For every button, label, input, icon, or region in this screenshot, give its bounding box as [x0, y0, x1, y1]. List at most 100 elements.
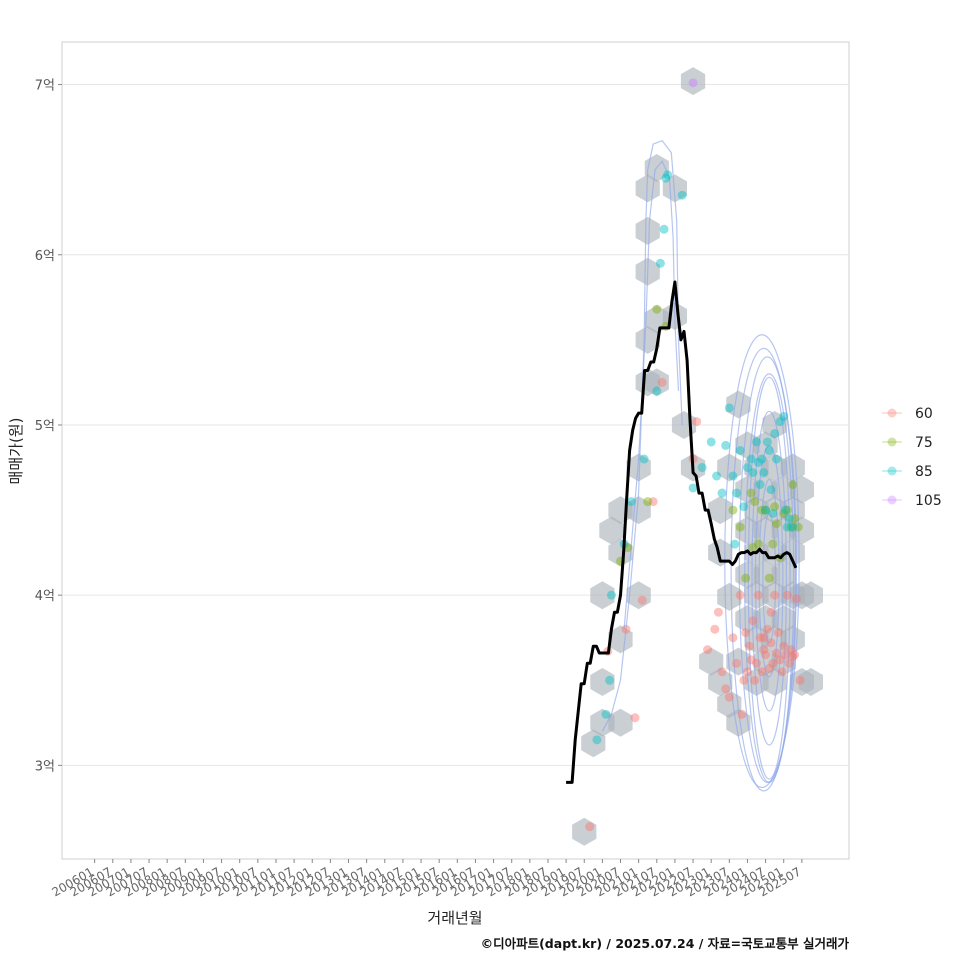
data-point-85 [659, 224, 669, 234]
data-point-60 [761, 650, 771, 660]
data-point-75 [753, 539, 763, 549]
hexbin-cell [699, 647, 724, 676]
hexbin-cell [626, 496, 651, 525]
hexbin-cell [644, 368, 669, 397]
data-point-75 [728, 505, 738, 515]
legend-swatch-75 [887, 437, 897, 447]
data-point-85 [782, 522, 792, 532]
data-point-60 [742, 667, 752, 677]
legend-swatch-105 [887, 495, 897, 505]
data-point-60 [757, 667, 767, 677]
data-point-85 [755, 480, 765, 490]
data-point-60 [755, 633, 765, 643]
hexbin-cell [635, 216, 660, 245]
y-axis-ticks: 3억 4억 5억 6억 7억 [35, 79, 62, 774]
hexbin-cell [608, 708, 633, 737]
data-point-75 [757, 505, 767, 515]
data-point-60 [784, 658, 794, 668]
density-contours [601, 139, 800, 792]
data-point-85 [784, 514, 794, 524]
density-contour [762, 512, 777, 644]
data-point-85 [626, 497, 636, 507]
data-point-60 [713, 607, 723, 617]
data-point-60 [737, 709, 747, 719]
hexbin-cell [626, 453, 651, 482]
hexbin-cell [789, 475, 814, 504]
y-tick-label: 7억 [35, 79, 55, 94]
data-point-60 [788, 651, 798, 661]
data-point-60 [728, 633, 738, 643]
data-point-85 [730, 539, 740, 549]
data-point-85 [712, 471, 722, 481]
data-point-85 [706, 437, 716, 447]
data-point-60 [773, 628, 783, 638]
data-point-60 [791, 594, 801, 604]
data-point-85 [753, 457, 763, 467]
data-point-85 [759, 468, 769, 478]
legend-label-75: 75 [915, 435, 933, 451]
data-point-75 [790, 514, 800, 524]
grid-lines [62, 84, 849, 766]
y-tick-label: 4억 [35, 589, 55, 604]
data-point-60 [753, 590, 763, 600]
legend-item-85: 85 [882, 464, 933, 480]
data-point-85 [663, 170, 673, 180]
hexbin-cell [590, 668, 615, 696]
data-point-60 [795, 675, 805, 685]
data-point-60 [703, 645, 713, 655]
data-point-60 [721, 684, 731, 694]
data-point-60 [621, 624, 631, 634]
hexbin-cell [717, 582, 742, 611]
data-point-85 [606, 590, 616, 600]
data-point-60 [710, 624, 720, 634]
y-tick-label: 6억 [35, 249, 55, 264]
data-point-75 [764, 573, 774, 583]
source-caption: ©디아파트(dapt.kr) / 2025.07.24 / 자료=국토교통부 실… [481, 936, 850, 951]
data-point-85 [781, 505, 791, 515]
data-point-60 [790, 650, 800, 660]
legend-label-85: 85 [915, 464, 933, 480]
legend: 60 75 85 105 [882, 406, 942, 509]
data-point-85 [688, 483, 698, 493]
data-point-60 [766, 607, 776, 617]
x-axis-title: 거래년월 [427, 909, 482, 927]
data-point-85 [697, 463, 707, 473]
scatter-points [585, 78, 805, 832]
data-point-85 [652, 386, 662, 396]
data-point-85 [732, 488, 742, 498]
data-point-75 [793, 522, 803, 532]
data-point-60 [746, 655, 756, 665]
data-point-75 [750, 497, 760, 507]
data-point-85 [742, 463, 752, 473]
data-point-60 [750, 675, 760, 685]
data-point-85 [717, 488, 727, 498]
data-point-85 [655, 258, 665, 268]
data-point-85 [770, 428, 780, 438]
data-point-85 [779, 411, 789, 421]
data-point-75 [770, 502, 780, 512]
data-point-85 [775, 417, 785, 427]
data-point-60 [770, 590, 780, 600]
legend-item-60: 60 [882, 406, 933, 422]
hexbin-cell [680, 67, 706, 96]
data-point-60 [782, 590, 792, 600]
data-point-85 [748, 468, 758, 478]
data-point-75 [652, 304, 662, 314]
data-point-85 [752, 437, 762, 447]
data-point-85 [771, 454, 781, 464]
data-point-85 [661, 173, 671, 183]
density-contour [755, 444, 784, 712]
data-point-60 [771, 648, 781, 658]
y-tick-label: 5억 [35, 419, 55, 434]
data-point-85 [764, 446, 774, 455]
data-point-60 [775, 655, 785, 665]
density-contour [730, 347, 798, 792]
data-point-85 [605, 675, 615, 685]
hexbin-cell [581, 729, 606, 758]
hexbin-cell [608, 625, 633, 654]
data-point-60 [657, 377, 667, 387]
hexbin-cell [726, 708, 751, 737]
data-point-60 [630, 713, 640, 723]
